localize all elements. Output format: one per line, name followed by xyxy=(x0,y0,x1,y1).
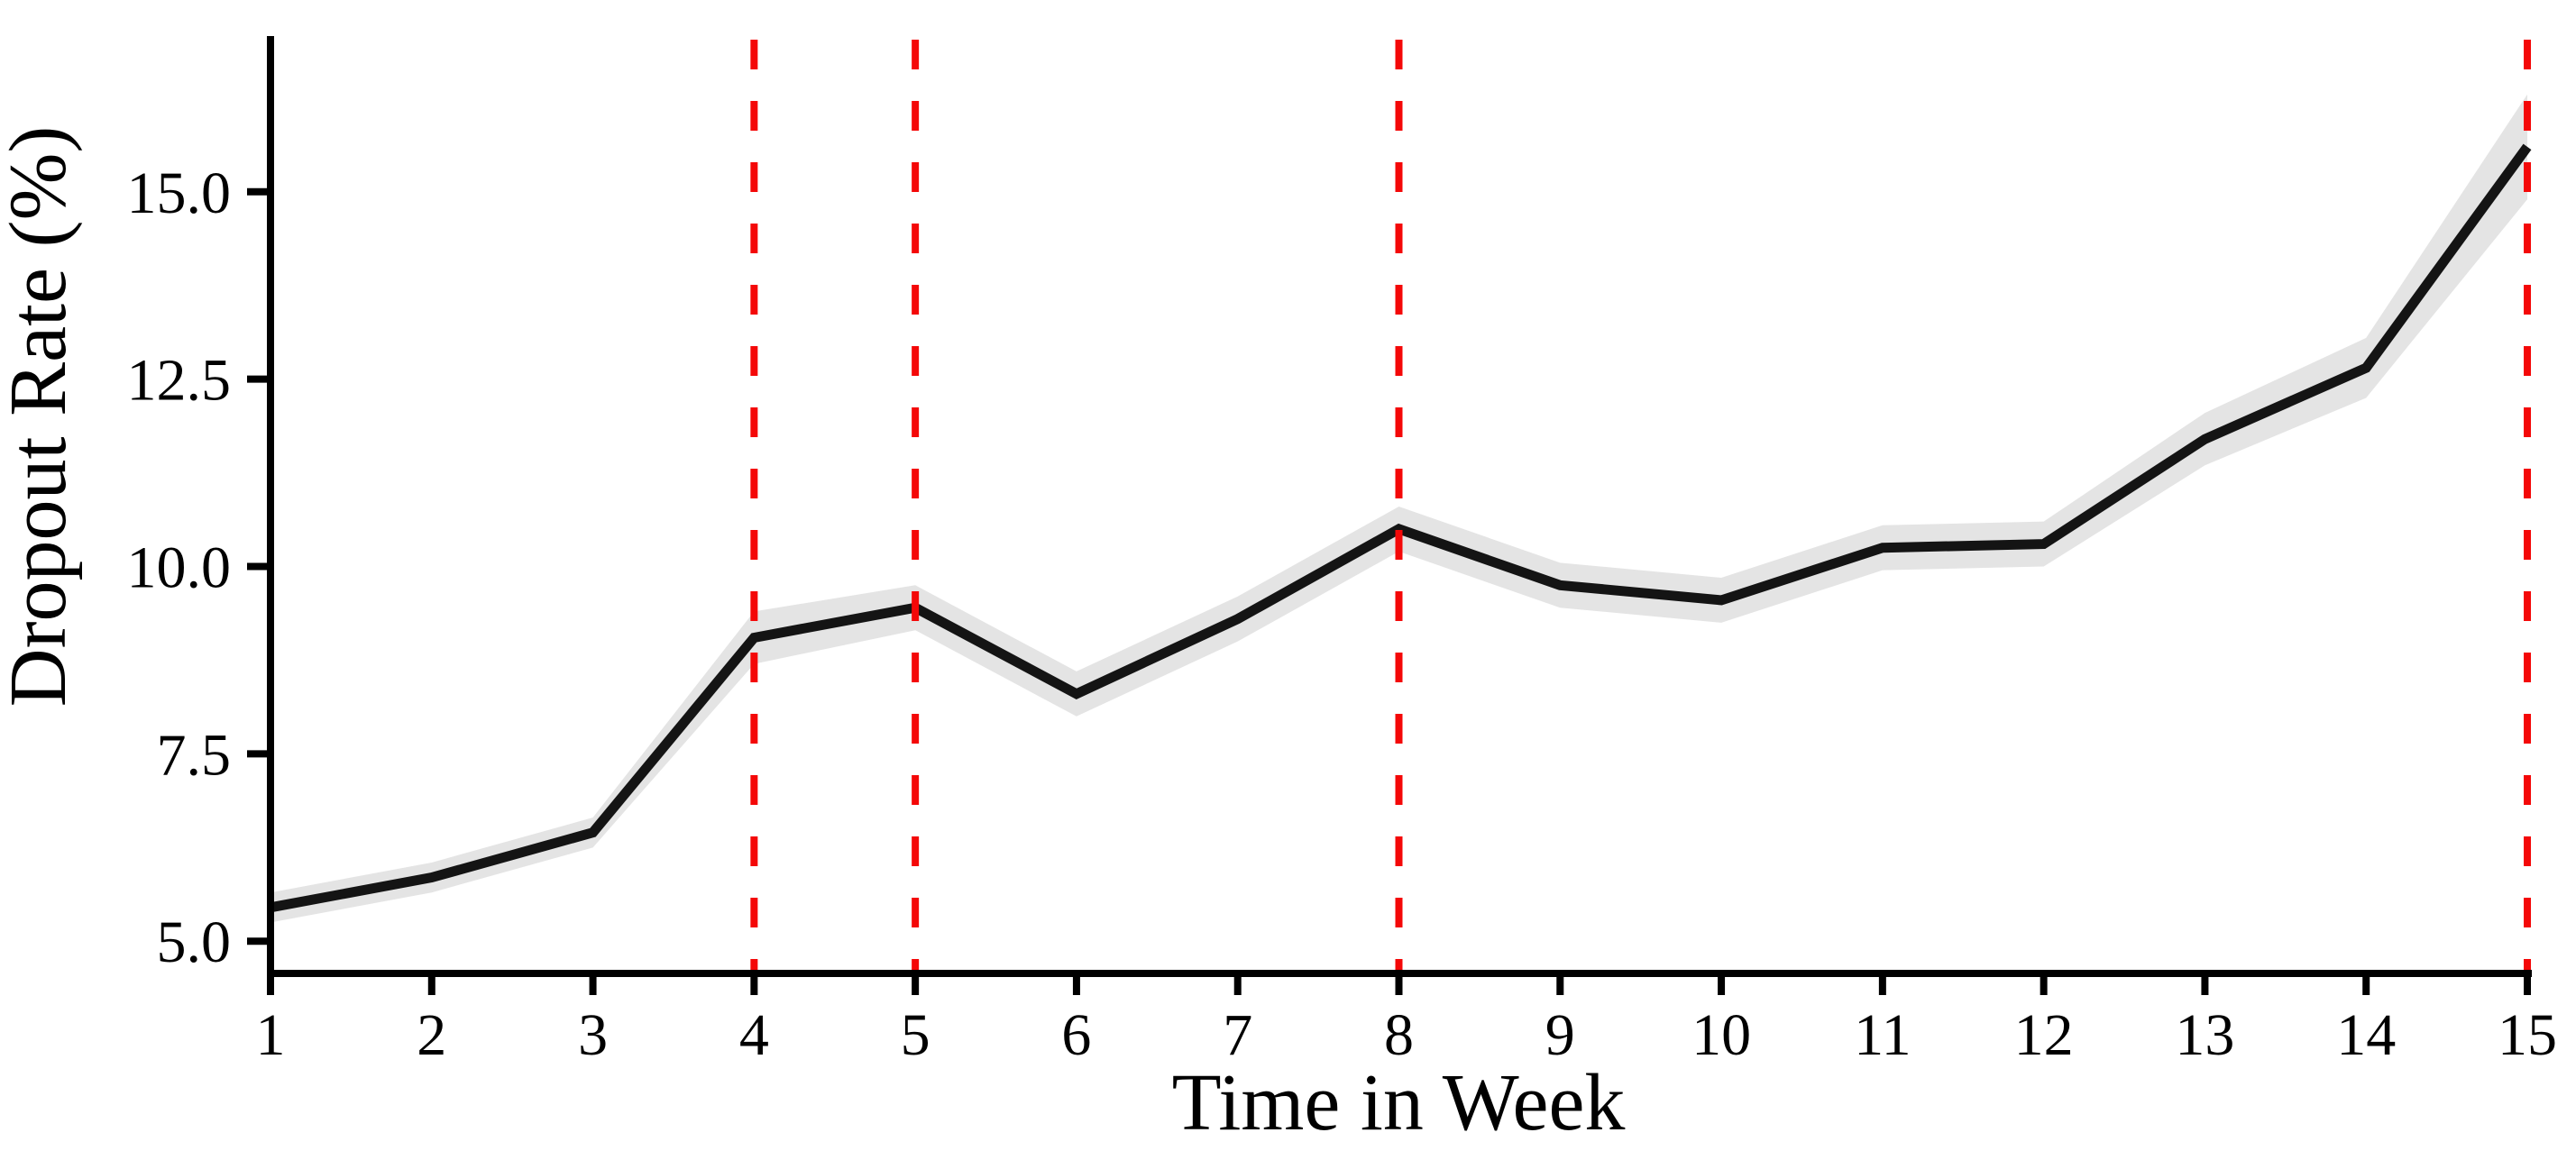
axes-layer xyxy=(247,36,2532,995)
confidence-band xyxy=(270,94,2527,923)
x-tick-label: 8 xyxy=(1384,1002,1414,1068)
x-tick-label: 9 xyxy=(1545,1002,1575,1068)
confidence-band-layer xyxy=(270,94,2527,923)
x-tick-labels: 1 2 3 4 5 6 7 8 9 10 11 12 13 14 15 xyxy=(256,1002,2558,1068)
y-tick-label: 15.0 xyxy=(127,160,232,226)
dropout-line-layer xyxy=(269,143,2532,913)
x-tick-label: 2 xyxy=(417,1002,446,1068)
x-tick-label: 6 xyxy=(1061,1002,1091,1068)
x-tick-label: 13 xyxy=(2175,1002,2234,1068)
y-tick-label: 5.0 xyxy=(157,909,232,975)
y-tick-label: 7.5 xyxy=(157,722,232,788)
y-tick-label: 10.0 xyxy=(127,535,232,601)
x-tick-label: 11 xyxy=(1854,1002,1911,1068)
dropout-rate-line xyxy=(269,143,2532,913)
y-tick-labels: 5.0 7.5 10.0 12.5 15.0 xyxy=(127,160,232,975)
y-tick-label: 12.5 xyxy=(127,348,232,414)
x-tick-label: 10 xyxy=(1691,1002,1751,1068)
event-vlines-layer xyxy=(750,40,2531,972)
y-axis-label: Dropout Rate (%) xyxy=(0,126,83,708)
x-tick-label: 1 xyxy=(256,1002,286,1068)
x-tick-label: 3 xyxy=(578,1002,608,1068)
x-tick-label: 14 xyxy=(2336,1002,2396,1068)
x-tick-label: 7 xyxy=(1223,1002,1252,1068)
x-tick-label: 4 xyxy=(739,1002,769,1068)
x-tick-label: 15 xyxy=(2498,1002,2557,1068)
x-axis-label: Time in Week xyxy=(1172,1058,1626,1147)
x-tick-label: 12 xyxy=(2014,1002,2074,1068)
x-tick-label: 5 xyxy=(901,1002,930,1068)
